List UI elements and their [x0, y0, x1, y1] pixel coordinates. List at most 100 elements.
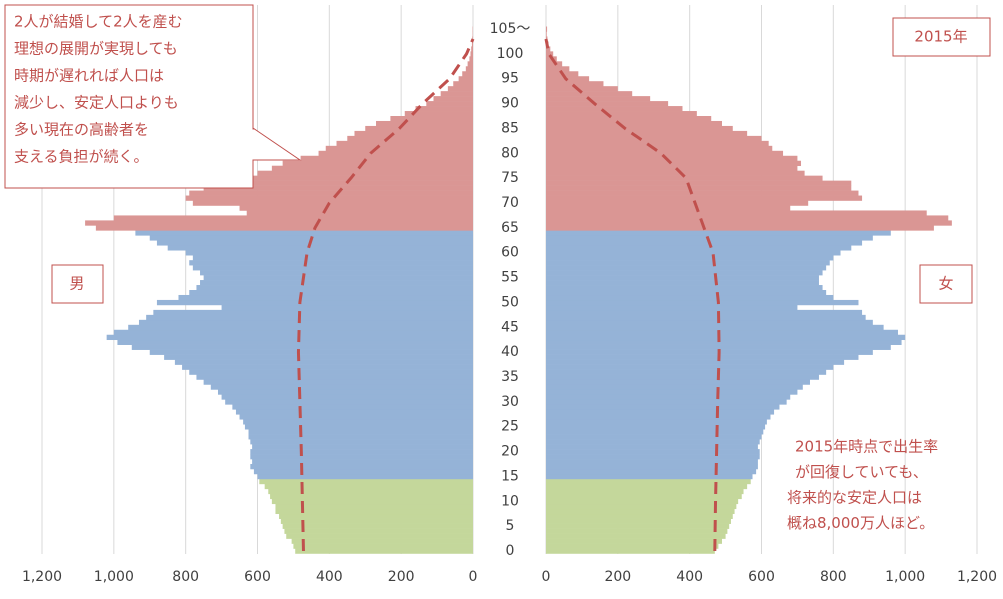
bar [546, 534, 726, 539]
y-tick-label: 55 [501, 270, 519, 286]
bar [546, 414, 770, 419]
bar [416, 106, 473, 111]
bar [546, 310, 862, 315]
bar [546, 280, 819, 285]
bar [546, 350, 873, 355]
y-tick-label: 85 [501, 120, 519, 136]
bar [189, 260, 473, 265]
bar [186, 196, 473, 201]
bar [365, 126, 473, 131]
bar [272, 166, 473, 171]
bar [295, 549, 473, 554]
bar [196, 285, 473, 290]
bar [96, 225, 473, 230]
bar [546, 524, 729, 529]
bar [546, 454, 760, 459]
y-tick-label: 100 [497, 46, 524, 62]
bar [157, 300, 473, 305]
legend-female: 女 [938, 275, 953, 293]
bar [546, 106, 682, 111]
x-tick-label: 800 [820, 569, 847, 585]
bar [546, 370, 826, 375]
bar [546, 355, 858, 360]
bar [546, 335, 905, 340]
bar [546, 121, 722, 126]
bar [259, 479, 473, 484]
bar [546, 459, 758, 464]
x-tick-label: 0 [542, 569, 551, 585]
y-tick-label: 60 [501, 245, 519, 261]
bar [222, 394, 473, 399]
year-label: 2015年 [914, 28, 967, 46]
bar [546, 399, 787, 404]
bar [546, 325, 884, 330]
bar [546, 464, 758, 469]
bar [225, 399, 473, 404]
bar [132, 345, 473, 350]
callout-tail [252, 129, 298, 160]
bar [204, 379, 473, 384]
y-tick-label: 70 [501, 195, 519, 211]
bar [236, 409, 473, 414]
bar [471, 46, 473, 51]
bar [347, 136, 473, 141]
y-tick-label: 75 [501, 170, 519, 186]
bar [546, 146, 772, 151]
y-tick-label: 5 [506, 518, 515, 534]
bar [279, 514, 473, 519]
bar [546, 260, 830, 265]
bar [546, 66, 569, 71]
bar [546, 275, 819, 280]
bar [283, 524, 473, 529]
callout-text: 多い現在の高齢者を [14, 121, 149, 139]
bar [546, 509, 735, 514]
bar [468, 61, 473, 66]
x-tick-label: 200 [604, 569, 631, 585]
y-tick-label: 0 [506, 543, 515, 559]
bar [268, 489, 473, 494]
bar [546, 514, 733, 519]
bar [546, 434, 762, 439]
y-tick-label: 80 [501, 145, 519, 161]
bar [546, 389, 797, 394]
bar [193, 201, 473, 206]
bar [462, 71, 473, 76]
bar [546, 86, 618, 91]
bar [546, 404, 779, 409]
y-tick-label: 15 [501, 468, 519, 484]
bar [453, 81, 473, 86]
x-tick-label: 1,000 [885, 569, 925, 585]
bar [337, 141, 473, 146]
note-text: 2015年時点で出生率 [795, 438, 938, 456]
bar [546, 290, 826, 295]
bar [240, 414, 473, 419]
bar [193, 265, 473, 270]
bar [546, 549, 715, 554]
bar [546, 225, 934, 230]
bar [189, 191, 473, 196]
x-tick-label: 0 [469, 569, 478, 585]
bar [546, 360, 844, 365]
bar [153, 310, 473, 315]
bar [284, 529, 473, 534]
bar [254, 469, 473, 474]
bar [546, 384, 803, 389]
bar [546, 439, 760, 444]
bar [546, 340, 902, 345]
bar [546, 156, 797, 161]
bar [546, 96, 650, 101]
bar [546, 285, 823, 290]
bar [546, 245, 851, 250]
bar [218, 389, 473, 394]
bar [175, 360, 473, 365]
bar [301, 156, 473, 161]
y-tick-label: 65 [501, 220, 519, 236]
x-tick-label: 600 [244, 569, 271, 585]
bar [466, 66, 473, 71]
bar [249, 434, 473, 439]
bar [546, 31, 547, 36]
bar [470, 51, 473, 56]
bar [546, 320, 873, 325]
bar [546, 111, 697, 116]
bar [139, 320, 473, 325]
